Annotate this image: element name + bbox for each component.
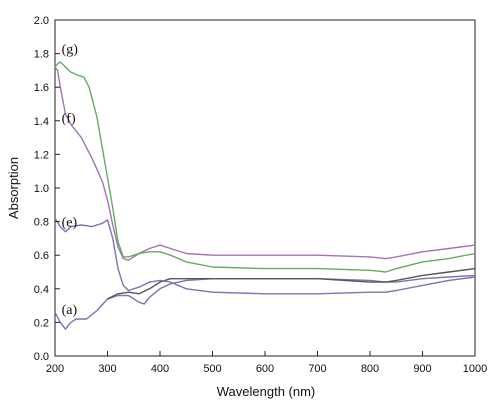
x-tick-label-0: 200 (46, 363, 64, 375)
series-line-4 (54, 61, 476, 273)
series-label-0: (g) (62, 43, 79, 58)
y-tick-label-0: 0.0 (34, 351, 49, 363)
series-layer (54, 61, 476, 330)
y-tick-label-8: 1.6 (34, 82, 49, 94)
x-tick-label-2: 400 (151, 363, 169, 375)
series-label-3: (a) (62, 303, 78, 318)
series-line-1 (107, 267, 476, 300)
y-tick-label-4: 0.8 (34, 217, 49, 229)
x-axis-title: Wavelength (nm) (217, 384, 316, 399)
x-tick-label-8: 1000 (463, 363, 487, 375)
x-tick-label-3: 500 (203, 363, 221, 375)
y-tick-label-10: 2.0 (34, 15, 49, 27)
y-tick-label-6: 1.2 (34, 149, 49, 161)
series-line-2 (54, 217, 476, 295)
y-tick-label-7: 1.4 (34, 116, 49, 128)
y-tick-label-2: 0.4 (34, 284, 49, 296)
x-tick-label-1: 300 (98, 363, 116, 375)
series-label-layer: (g) (f) (e) (a) (62, 43, 79, 318)
y-tick-label-5: 1.0 (34, 183, 49, 195)
y-tick-label-9: 1.8 (34, 49, 49, 61)
x-tick-label-6: 800 (361, 363, 379, 375)
series-label-2: (e) (62, 216, 78, 231)
y-tick-label-3: 0.6 (34, 250, 49, 262)
x-tick-label-7: 900 (413, 363, 431, 375)
x-tick-label-5: 700 (308, 363, 326, 375)
plot-area (54, 19, 476, 357)
y-tick-label-1: 0.2 (34, 317, 49, 329)
series-label-1: (f) (62, 111, 76, 126)
axes-layer: 200 300 400 500 600 700 800 900 1000 0.0 0.2 0.4 0.6… (34, 15, 488, 375)
y-axis-title: Absorption (6, 157, 21, 219)
plot-frame (54, 19, 476, 357)
x-tick-label-4: 600 (256, 363, 274, 375)
